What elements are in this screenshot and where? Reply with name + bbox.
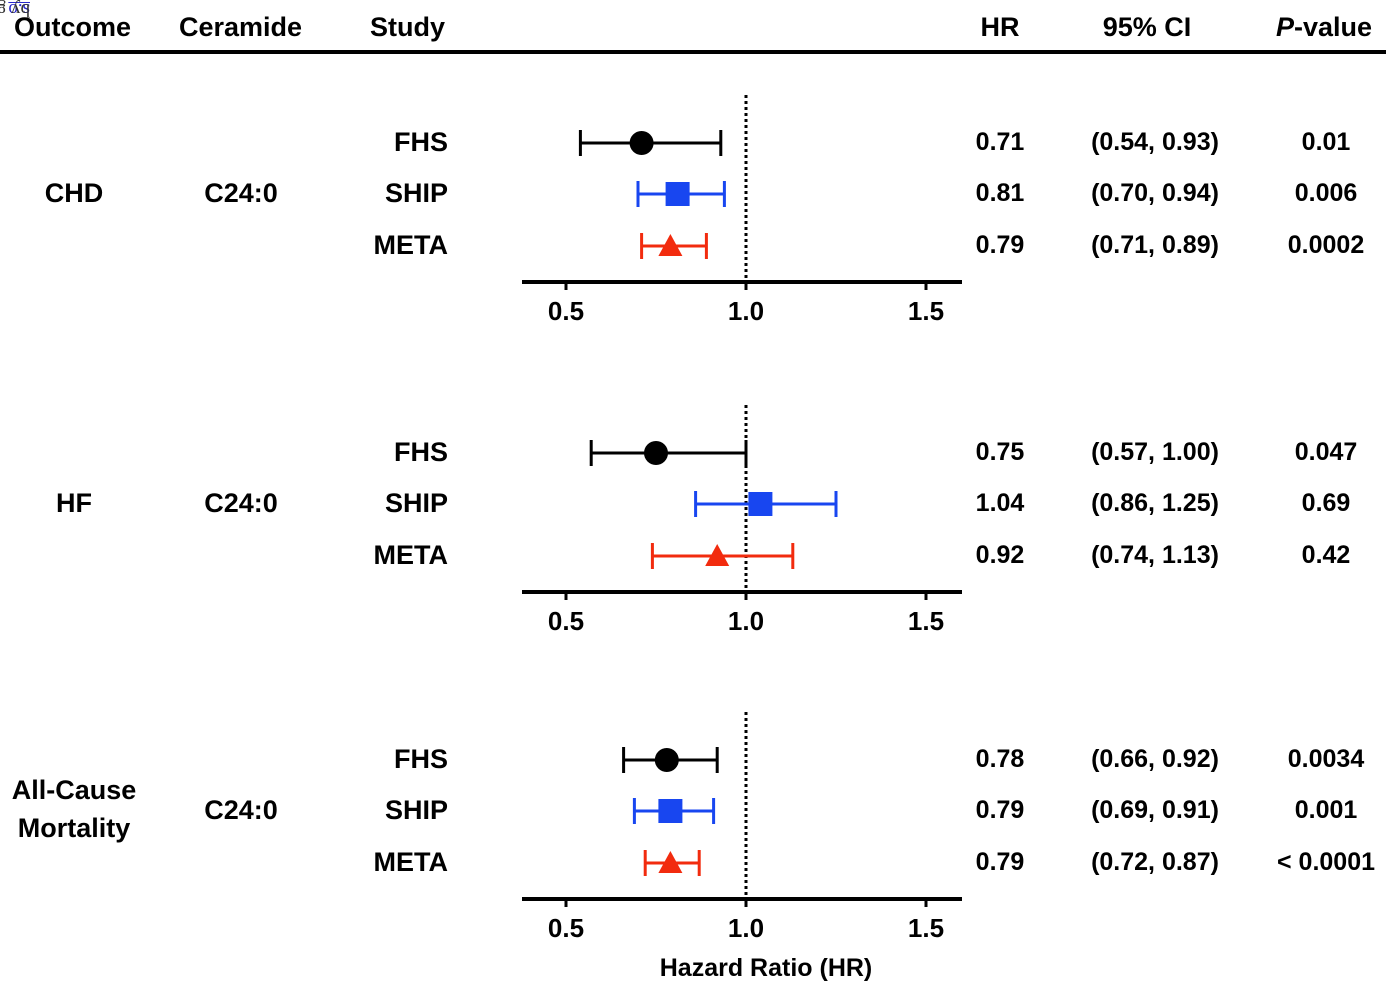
study-label: META <box>373 540 449 570</box>
hr-value: 1.04 <box>975 489 1025 517</box>
study-label: META <box>373 847 449 877</box>
x-tick-label: 0.5 <box>548 296 584 326</box>
p-value: 0.0002 <box>1287 231 1365 259</box>
forest-panel-1: 0.5 1.0 1.5 <box>522 405 962 636</box>
ci-value: (0.74, 1.13) <box>1091 541 1219 569</box>
p-value: 0.047 <box>1294 438 1358 466</box>
hr-point-marker <box>658 799 683 823</box>
forest-panel-2: 0.5 1.0 1.5 <box>522 712 962 943</box>
ci-value: (0.57, 1.00) <box>1091 438 1219 466</box>
header-p-rest: -value <box>1294 12 1373 42</box>
header-p-value: P-value <box>1276 12 1372 43</box>
ci-value: (0.69, 0.91) <box>1091 796 1219 824</box>
study-label: SHIP <box>384 488 448 518</box>
ci-value: (0.54, 0.93) <box>1091 128 1219 156</box>
x-tick-label: 1.5 <box>908 296 944 326</box>
header-ceramide: Ceramide <box>179 12 303 42</box>
p-value: 0.01 <box>1301 128 1351 156</box>
p-value: 0.006 <box>1294 179 1358 207</box>
p-value: < 0.0001 <box>1276 848 1376 876</box>
ceramide-label: C24:0 <box>204 178 278 208</box>
ci-value: (0.72, 0.87) <box>1091 848 1219 876</box>
x-tick-label: 1.0 <box>728 606 764 636</box>
header-ci: 95% CI <box>1102 12 1192 42</box>
hr-point-marker <box>629 131 654 155</box>
hr-value: 0.79 <box>975 231 1025 259</box>
p-value: 0.0034 <box>1287 745 1365 773</box>
ceramide-label: C24:0 <box>204 795 278 825</box>
header-rule <box>0 50 1386 54</box>
x-tick-label: 1.0 <box>728 913 764 943</box>
hr-value: 0.79 <box>975 796 1025 824</box>
hr-value: 0.92 <box>975 541 1025 569</box>
x-tick-label: 1.5 <box>908 606 944 636</box>
ci-value: (0.86, 1.25) <box>1091 489 1219 517</box>
study-label: FHS <box>394 744 448 774</box>
hr-value: 0.79 <box>975 848 1025 876</box>
hr-value: 0.78 <box>975 745 1025 773</box>
outcome-label-line1: All-Cause <box>11 775 137 805</box>
ceramide-label: C24:0 <box>204 488 278 518</box>
x-tick-label: 1.0 <box>728 296 764 326</box>
x-tick-label: 1.5 <box>908 913 944 943</box>
p-value: 0.42 <box>1301 541 1351 569</box>
ci-value: (0.71, 0.89) <box>1091 231 1219 259</box>
outcome-label-line2: Mortality <box>17 813 131 843</box>
study-label: FHS <box>394 127 448 157</box>
forest-panel-0: 0.5 1.0 1.5 <box>522 95 962 326</box>
hr-point-marker <box>644 441 668 465</box>
hr-point-marker <box>665 182 690 206</box>
header-outcome: Outcome <box>14 12 132 42</box>
hr-point-marker <box>654 748 679 772</box>
x-tick-label: 0.5 <box>548 606 584 636</box>
hr-value: 0.75 <box>975 438 1025 466</box>
outcome-label: CHD <box>44 178 104 208</box>
p-value: 0.69 <box>1301 489 1351 517</box>
header-p-italic: P <box>1276 12 1295 42</box>
study-label: SHIP <box>384 795 448 825</box>
hr-value: 0.71 <box>975 128 1025 156</box>
hr-value: 0.81 <box>975 179 1025 207</box>
study-label: SHIP <box>384 178 448 208</box>
hr-point-marker <box>705 544 730 566</box>
header-hr: HR <box>980 12 1020 42</box>
x-tick-label: 0.5 <box>548 913 584 943</box>
ci-value: (0.66, 0.92) <box>1091 745 1219 773</box>
header-study: Study <box>370 12 446 42</box>
study-label: META <box>373 230 449 260</box>
outcome-label: HF <box>56 488 92 518</box>
hr-point-marker <box>658 234 683 256</box>
p-value: 0.001 <box>1294 796 1358 824</box>
x-axis-title: Hazard Ratio (HR) <box>660 954 873 982</box>
study-label: FHS <box>394 437 448 467</box>
hr-point-marker <box>658 851 683 873</box>
ci-value: (0.70, 0.94) <box>1091 179 1219 207</box>
hr-point-marker <box>748 492 773 516</box>
